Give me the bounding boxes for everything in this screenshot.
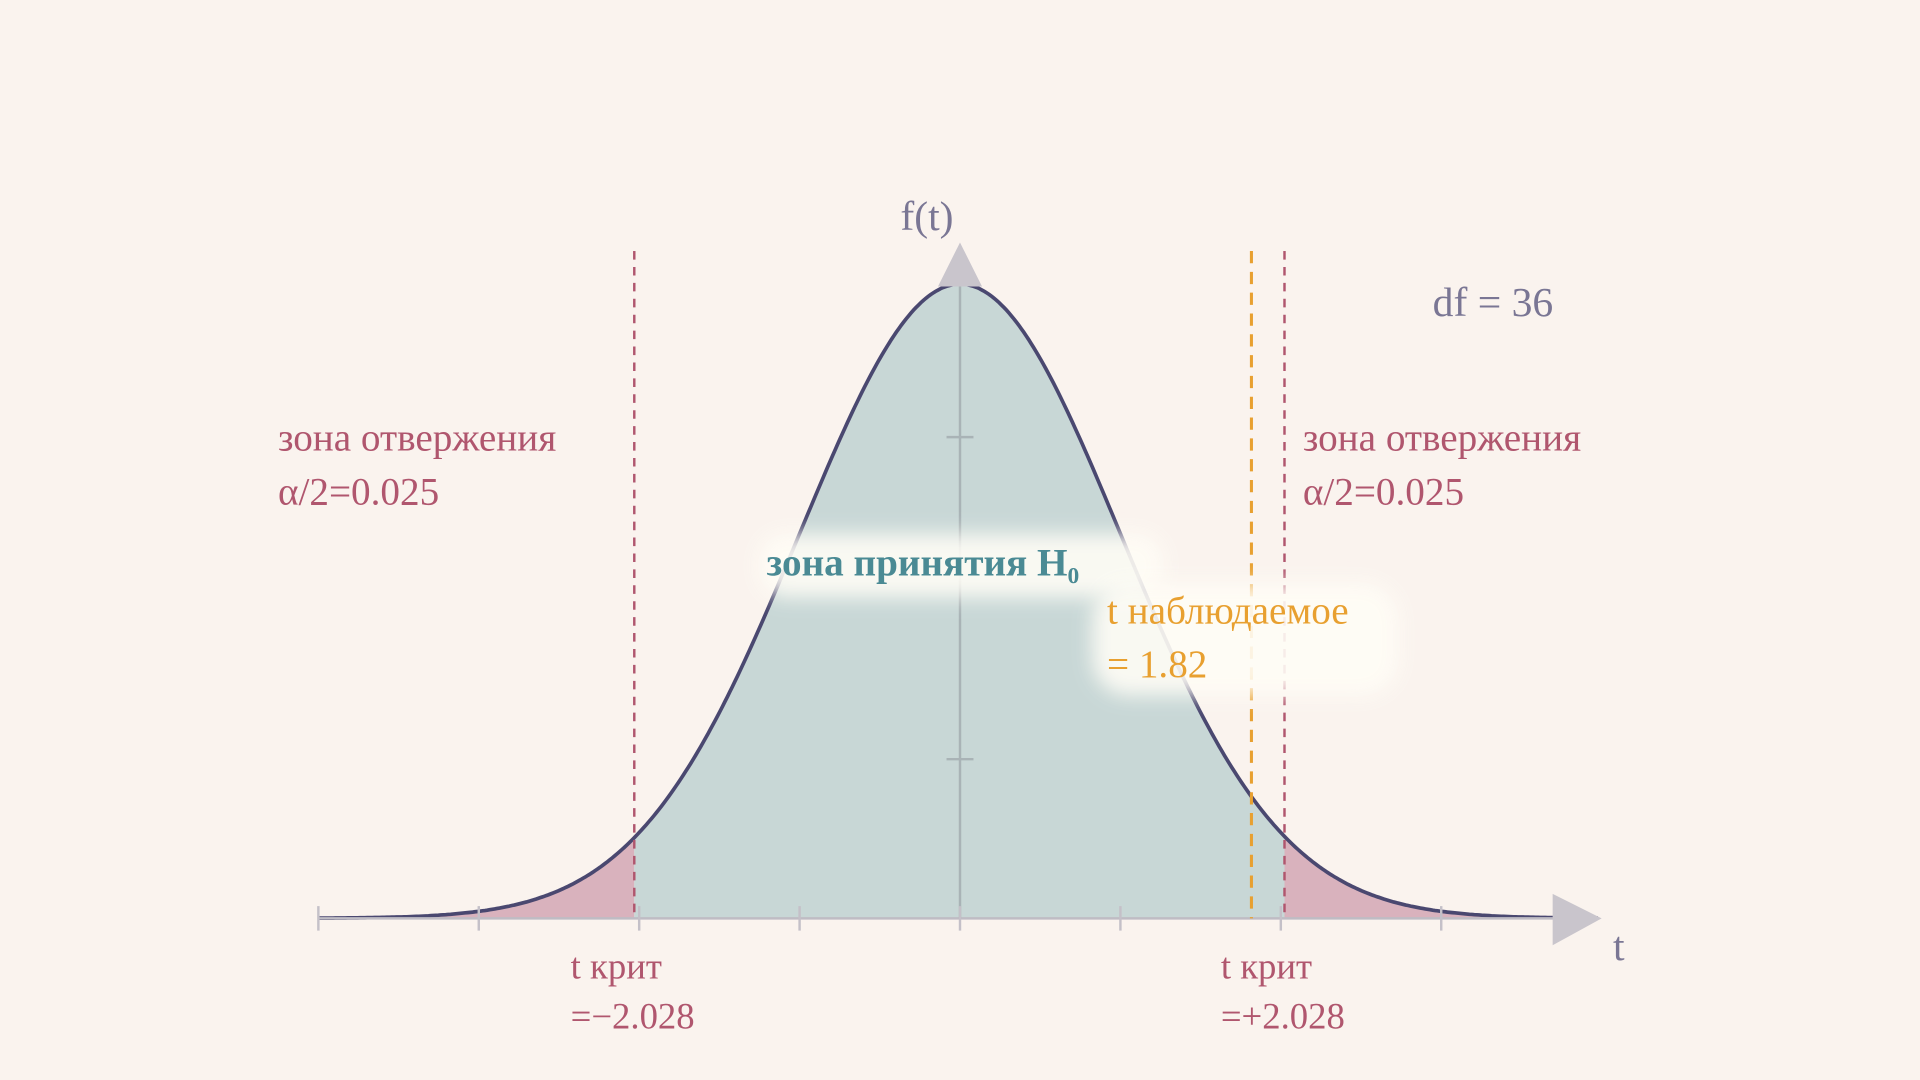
zone-alpha: α/2=0.025 — [1303, 470, 1464, 513]
label-glow — [759, 533, 1164, 598]
zone-title: зона отвержения — [278, 417, 556, 460]
y-axis-label: f(t) — [900, 194, 953, 240]
crit-value: =−2.028 — [571, 996, 695, 1037]
x-axis-label: t — [1613, 924, 1625, 970]
crit-title: t крит — [571, 945, 662, 986]
df-label: df = 36 — [1433, 280, 1554, 326]
rejection-area — [318, 837, 635, 919]
label-glow — [1092, 582, 1399, 696]
rejection-area — [1284, 836, 1598, 919]
zone-alpha: α/2=0.025 — [278, 470, 439, 513]
x-arrow — [1552, 893, 1602, 946]
y-arrow — [937, 242, 983, 287]
observed-title: t наблюдаемое — [1107, 589, 1349, 632]
ticks — [317, 435, 1443, 931]
zone-title: зона отвержения — [1303, 417, 1581, 460]
crit-title: t крит — [1221, 945, 1312, 986]
crit-value: =+2.028 — [1221, 996, 1345, 1037]
observed-value: = 1.82 — [1107, 643, 1207, 686]
accept-zone-label: зона принятия H₀ — [767, 542, 1080, 585]
